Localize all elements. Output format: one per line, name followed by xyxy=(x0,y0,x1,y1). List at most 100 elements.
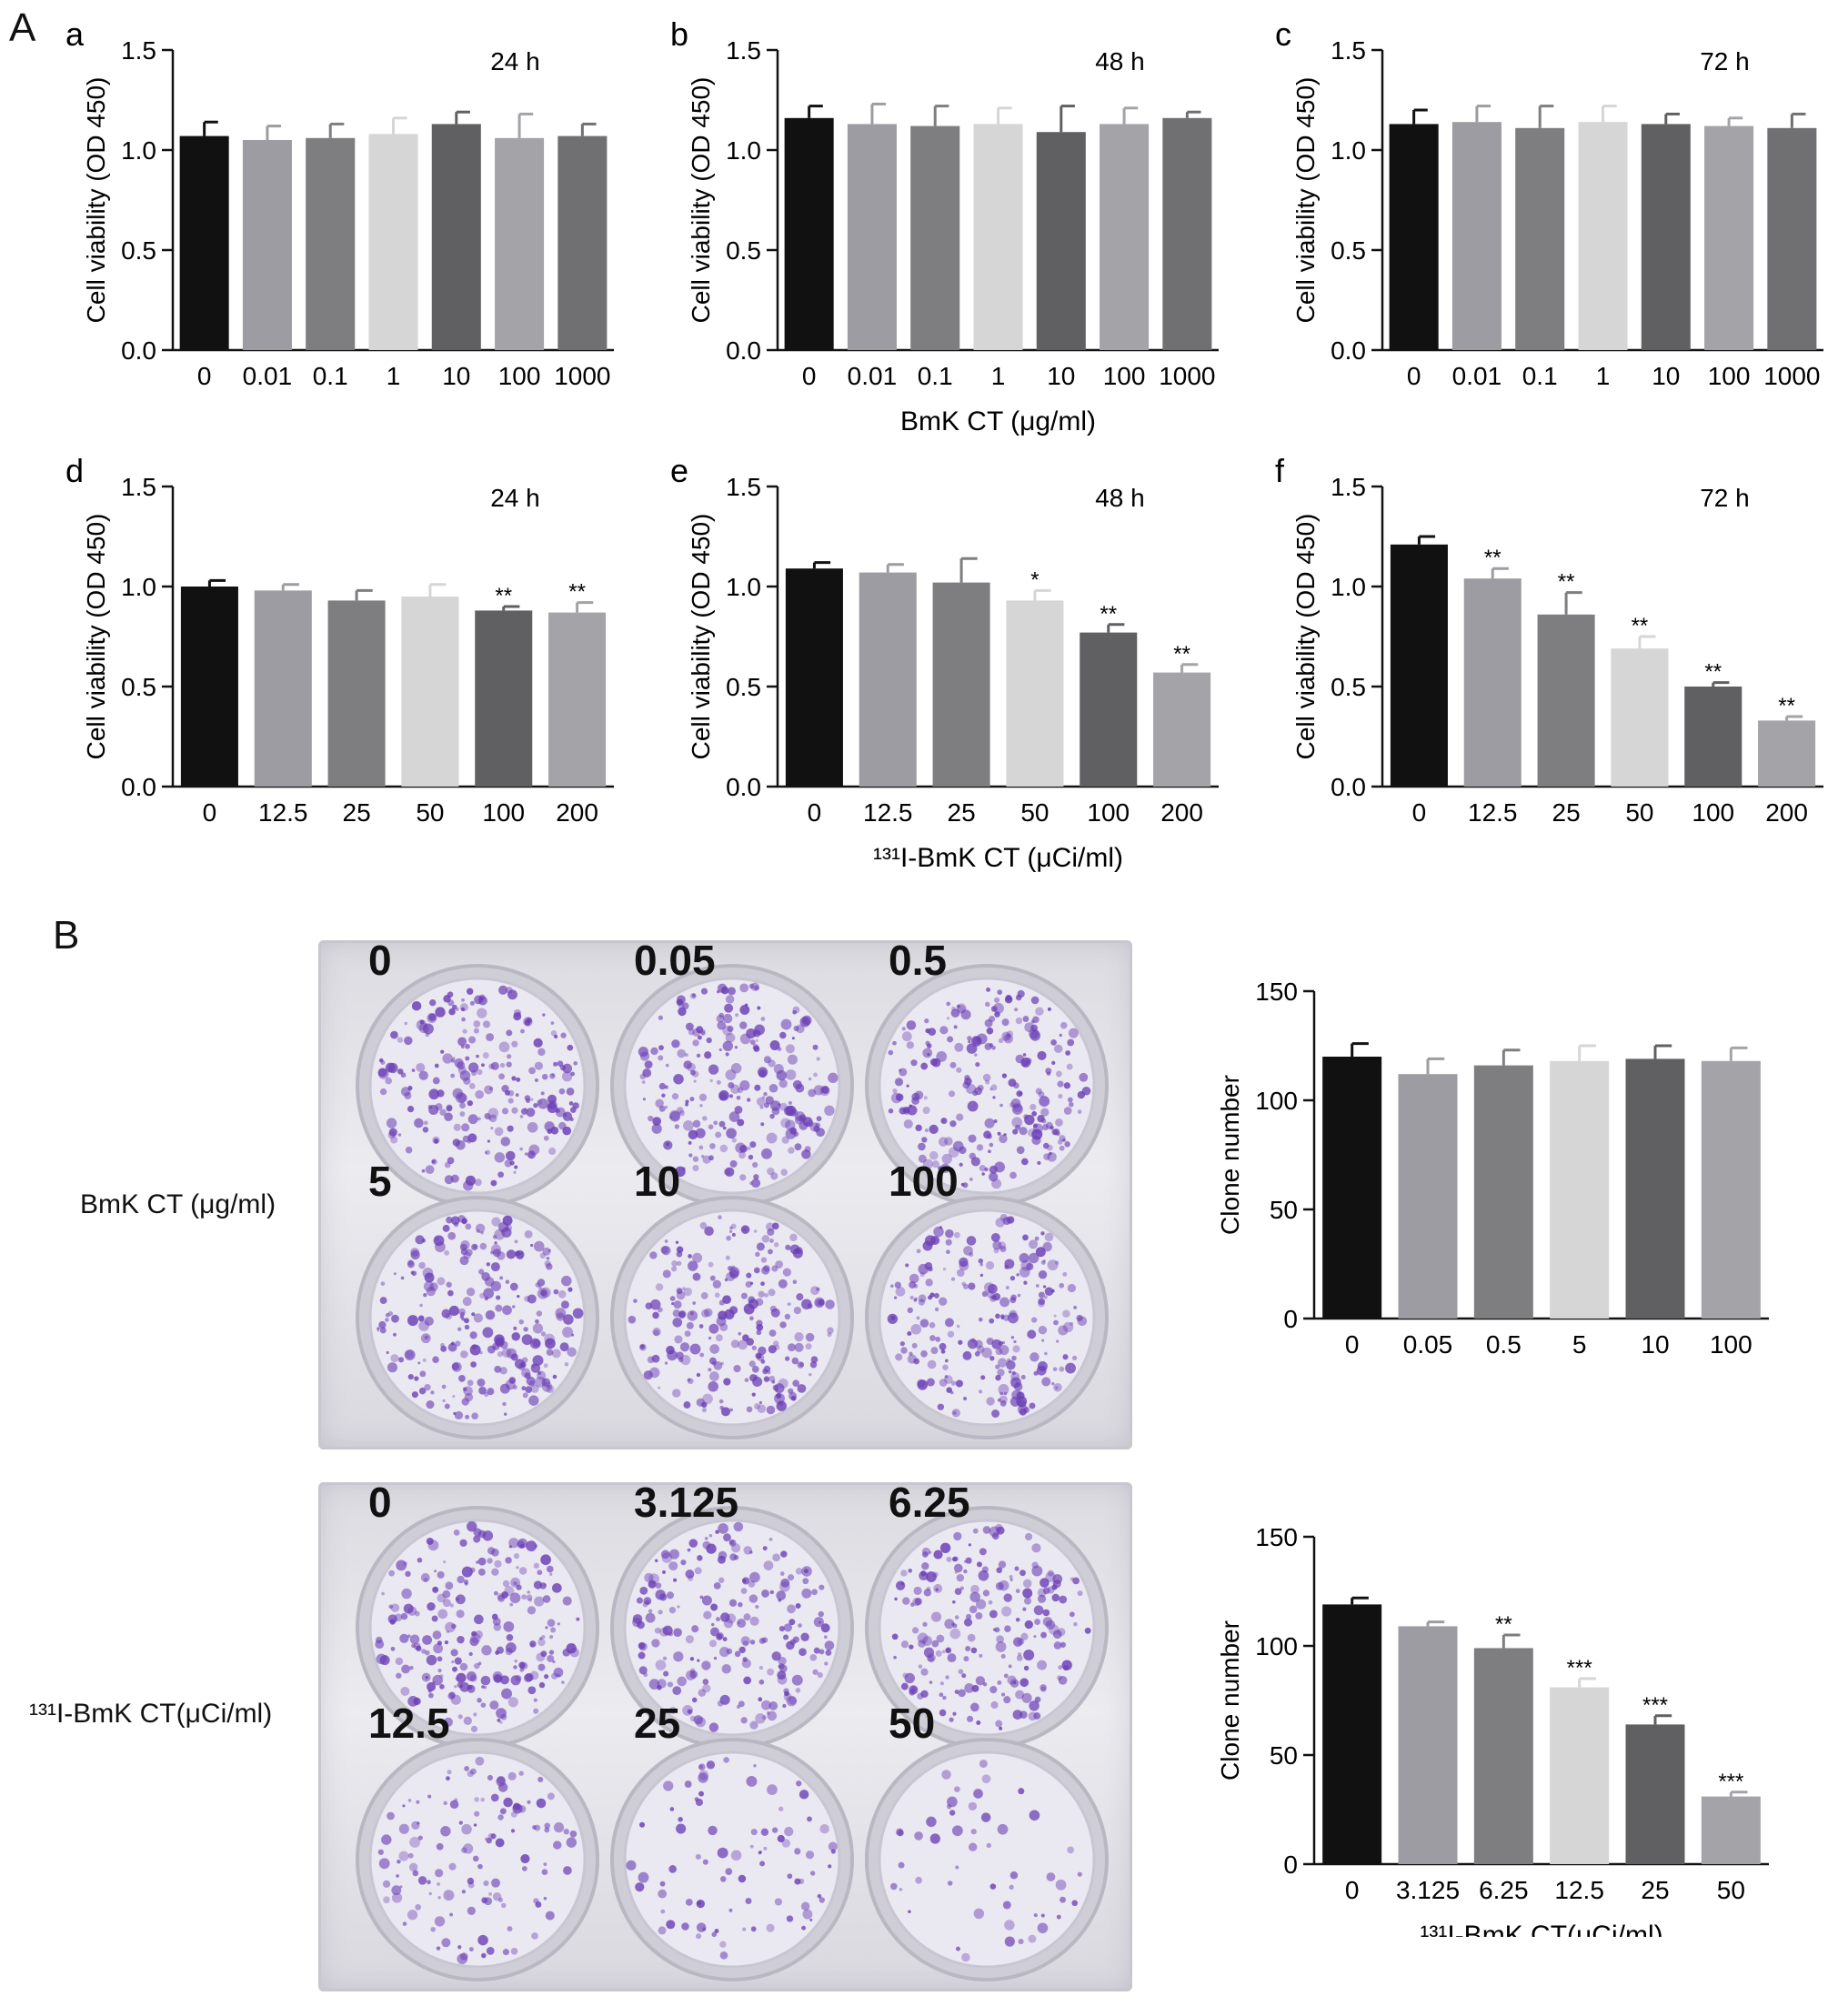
bar-0 xyxy=(1322,1057,1382,1319)
chart-e-time-label: 48 h xyxy=(1095,484,1145,512)
bar-1000 xyxy=(1767,127,1817,350)
chart-clone-131i: 0 50 100 150 Clone number 0 3.125 ** 6.25 *** 12.5… xyxy=(1216,1523,1769,1937)
well-label: 0 xyxy=(368,1482,392,1526)
y-tick-label: 1.5 xyxy=(726,36,761,65)
colony-plate-bmkct-wells: 0 0.05 0.5 5 10 100 xyxy=(356,940,1109,1439)
x-tick-label: 25 xyxy=(948,798,976,827)
bar-1 xyxy=(973,124,1023,350)
plate-1-side-label: BmK CT (μg/ml) xyxy=(80,1189,276,1219)
x-tick-label: 1000 xyxy=(1159,362,1215,390)
y-axis-label: Clone number xyxy=(1216,1620,1244,1780)
y-axis-label: Cell viability (OD 450) xyxy=(687,514,715,760)
well-label: 50 xyxy=(889,1700,935,1747)
significance-marker: * xyxy=(1030,567,1039,592)
bar-1 xyxy=(368,134,418,350)
significance-marker: *** xyxy=(1567,1656,1592,1680)
y-tick-label: 1.0 xyxy=(726,136,761,165)
bar-0.05 xyxy=(1398,1074,1458,1319)
bar-6.25 xyxy=(1473,1648,1533,1864)
x-tick-label: 200 xyxy=(556,798,598,827)
x-tick-label: 0 xyxy=(802,362,817,390)
x-tick-label: 0.05 xyxy=(1403,1330,1453,1359)
colony-plate-131i: 0 3.125 6.25 12.5 25 50 xyxy=(318,1482,1132,1991)
bar-10 xyxy=(431,124,481,350)
well-0.5 xyxy=(865,964,1109,1208)
panel-a-letter: A xyxy=(9,5,36,50)
bar-0 xyxy=(1390,544,1448,787)
y-tick-label: 0.0 xyxy=(1331,336,1366,365)
chart-d: d 24 h 0.0 0.5 1.0 1.5 Cell viability (OD 450)… xyxy=(65,452,614,827)
x-tick-label: 0.1 xyxy=(918,362,953,390)
x-tick-label: 100 xyxy=(1710,1330,1753,1359)
x-tick-label: 100 xyxy=(1103,362,1146,390)
x-tick-label: 0 xyxy=(1345,1330,1360,1359)
x-tick-label: 0.5 xyxy=(1486,1330,1522,1359)
x-tick-label: 25 xyxy=(343,798,371,827)
y-tick-label: 1.0 xyxy=(1331,573,1366,601)
well-label: 0.5 xyxy=(889,940,947,984)
bar-1000 xyxy=(1162,117,1212,350)
chart-c: c 72 h 0.0 0.5 1.0 1.5 Cell viability (OD 450)… xyxy=(1275,15,1823,390)
bar-50 xyxy=(401,597,459,787)
chart-a: a 24 h 0.0 0.5 1.0 1.5 Cell viability (OD 450)… xyxy=(65,15,614,390)
y-tick-label: 0.5 xyxy=(121,236,156,265)
chart-c-letter: c xyxy=(1275,15,1291,53)
x-tick-label: 3.125 xyxy=(1396,1876,1460,1904)
chart-e: e 48 h 0.0 0.5 1.0 1.5 Cell viability (OD 450)… xyxy=(670,452,1219,873)
x-tick-label: 10 xyxy=(1652,362,1680,390)
y-axis-label: Cell viability (OD 450) xyxy=(1291,514,1320,760)
bar-50 xyxy=(1006,600,1064,787)
x-tick-label: 100 xyxy=(482,798,525,827)
significance-marker: ** xyxy=(1173,642,1190,667)
bar-1 xyxy=(1578,122,1628,350)
well-label: 100 xyxy=(889,1158,959,1205)
well-25 xyxy=(610,1738,854,1981)
significance-marker: ** xyxy=(568,580,586,605)
bar-50 xyxy=(1701,1796,1761,1864)
well-0 xyxy=(356,1506,599,1750)
well-6.25 xyxy=(865,1506,1109,1750)
significance-marker: ** xyxy=(1704,660,1722,685)
x-tick-label: 12.5 xyxy=(1468,798,1518,827)
significance-marker: *** xyxy=(1718,1770,1743,1794)
colony-plate-131i-wells: 0 3.125 6.25 12.5 25 50 xyxy=(356,1482,1109,1981)
bar-10 xyxy=(1036,132,1086,350)
well-10 xyxy=(610,1196,854,1439)
bar-100 xyxy=(1701,1060,1761,1319)
y-tick-label: 0.5 xyxy=(121,673,156,701)
x-tick-label: 1000 xyxy=(1763,362,1820,390)
x-tick-label: 0.01 xyxy=(243,362,293,390)
well-label: 0.05 xyxy=(634,940,716,984)
y-tick-label: 0.5 xyxy=(726,236,761,265)
y-tick-label: 1.5 xyxy=(726,473,761,501)
chart-d-letter: d xyxy=(65,452,84,489)
bar-25 xyxy=(327,600,386,787)
bar-12.5 xyxy=(1550,1687,1610,1864)
y-tick-label: 1.0 xyxy=(121,573,156,601)
x-tick-label: 1 xyxy=(387,362,401,390)
bar-0 xyxy=(179,135,229,350)
bar-200 xyxy=(1153,672,1211,787)
bar-1000 xyxy=(557,135,608,350)
bar-0 xyxy=(180,587,238,787)
y-axis-label: Cell viability (OD 450) xyxy=(687,77,715,324)
bar-100 xyxy=(475,610,533,787)
y-tick-label: 0.0 xyxy=(1331,773,1366,801)
bar-0.1 xyxy=(1515,127,1565,350)
x-tick-label: 10 xyxy=(1641,1330,1669,1359)
bar-0.01 xyxy=(847,124,897,350)
chart-f: f 72 h 0.0 0.5 1.0 1.5 Cell viability (OD 450)… xyxy=(1275,452,1823,827)
x-tick-label: 100 xyxy=(1087,798,1130,827)
chart-b-letter: b xyxy=(670,15,688,53)
x-tick-label: 1000 xyxy=(554,362,610,390)
chart-f-time-label: 72 h xyxy=(1700,484,1750,512)
x-tick-label: 0.01 xyxy=(848,362,898,390)
x-tick-label: 12.5 xyxy=(258,798,308,827)
y-tick-label: 100 xyxy=(1255,1087,1298,1115)
bar-100 xyxy=(1704,125,1754,350)
x-tick-label: 10 xyxy=(1047,362,1075,390)
x-tick-label: 200 xyxy=(1765,798,1808,827)
x-tick-label: 200 xyxy=(1160,798,1203,827)
chart-a-letter: a xyxy=(65,15,85,53)
significance-marker: ** xyxy=(1632,614,1649,638)
